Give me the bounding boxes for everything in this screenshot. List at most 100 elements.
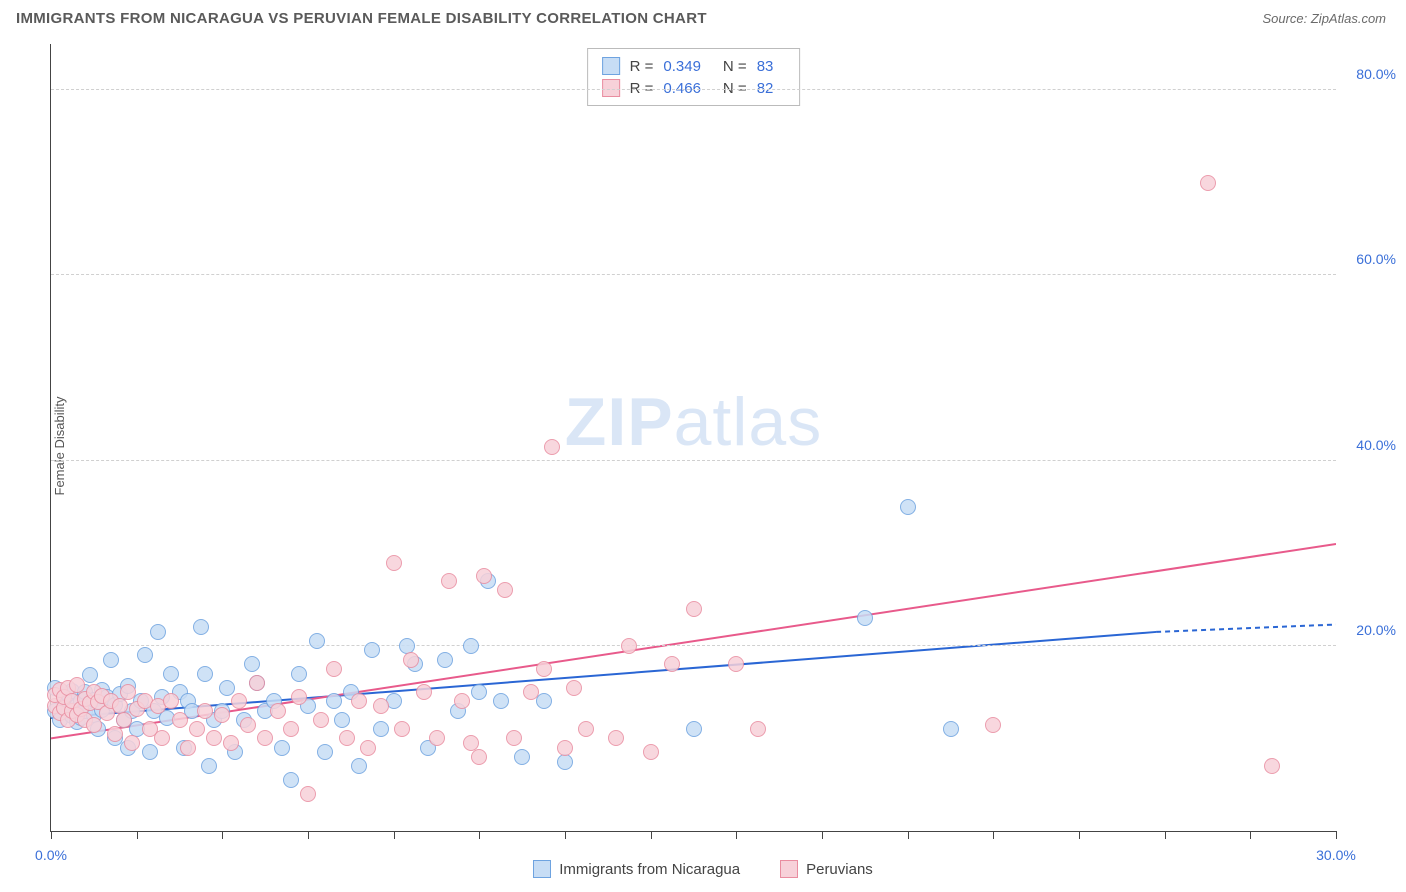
- scatter-point: [291, 689, 307, 705]
- x-tick: [822, 831, 823, 839]
- stats-row-series1: R =0.349 N =83: [602, 55, 786, 77]
- scatter-point: [536, 693, 552, 709]
- scatter-point: [206, 730, 222, 746]
- scatter-point: [270, 703, 286, 719]
- x-tick: [651, 831, 652, 839]
- scatter-point: [150, 624, 166, 640]
- scatter-point: [386, 555, 402, 571]
- scatter-point: [471, 684, 487, 700]
- scatter-point: [437, 652, 453, 668]
- chart-title: IMMIGRANTS FROM NICARAGUA VS PERUVIAN FE…: [16, 10, 707, 27]
- scatter-point: [985, 717, 1001, 733]
- stats-row-series2: R =0.466 N =82: [602, 77, 786, 99]
- scatter-point: [364, 642, 380, 658]
- scatter-point: [750, 721, 766, 737]
- gridline: [51, 645, 1336, 646]
- scatter-point: [900, 499, 916, 515]
- scatter-point: [257, 730, 273, 746]
- scatter-point: [429, 730, 445, 746]
- scatter-point: [197, 703, 213, 719]
- scatter-point: [193, 619, 209, 635]
- swatch-series2: [602, 79, 620, 97]
- scatter-point: [441, 573, 457, 589]
- x-tick: [308, 831, 309, 839]
- x-tick: [908, 831, 909, 839]
- legend-label-series2: Peruvians: [806, 861, 873, 878]
- source-label: Source: ZipAtlas.com: [1262, 11, 1386, 26]
- scatter-point: [857, 610, 873, 626]
- x-tick: [1250, 831, 1251, 839]
- x-tick: [1079, 831, 1080, 839]
- scatter-point: [163, 666, 179, 682]
- swatch-series2-bottom: [780, 860, 798, 878]
- stats-legend-box: R =0.349 N =83 R =0.466 N =82: [587, 48, 801, 106]
- scatter-point: [154, 730, 170, 746]
- x-tick: [137, 831, 138, 839]
- watermark: ZIPatlas: [565, 383, 822, 461]
- scatter-point: [313, 712, 329, 728]
- scatter-point: [249, 675, 265, 691]
- scatter-point: [373, 721, 389, 737]
- scatter-point: [536, 661, 552, 677]
- x-tick: [51, 831, 52, 839]
- legend-item-series1: Immigrants from Nicaragua: [533, 860, 740, 878]
- scatter-point: [172, 712, 188, 728]
- scatter-point: [566, 680, 582, 696]
- scatter-point: [107, 726, 123, 742]
- scatter-point: [244, 656, 260, 672]
- scatter-point: [231, 693, 247, 709]
- scatter-point: [142, 744, 158, 760]
- scatter-point: [664, 656, 680, 672]
- legend-label-series1: Immigrants from Nicaragua: [559, 861, 740, 878]
- scatter-point: [728, 656, 744, 672]
- x-tick: [1165, 831, 1166, 839]
- scatter-point: [360, 740, 376, 756]
- scatter-point: [201, 758, 217, 774]
- scatter-point: [326, 693, 342, 709]
- y-tick-label: 80.0%: [1356, 66, 1396, 82]
- scatter-point: [497, 582, 513, 598]
- scatter-point: [351, 758, 367, 774]
- scatter-point: [219, 680, 235, 696]
- scatter-point: [291, 666, 307, 682]
- scatter-point: [686, 601, 702, 617]
- scatter-point: [373, 698, 389, 714]
- scatter-point: [403, 652, 419, 668]
- scatter-point: [214, 707, 230, 723]
- gridline: [51, 274, 1336, 275]
- bottom-legend: Immigrants from Nicaragua Peruvians: [0, 860, 1406, 878]
- scatter-point: [283, 772, 299, 788]
- chart-area: ZIPatlas R =0.349 N =83 R =0.466 N =82 2…: [50, 44, 1336, 832]
- scatter-point: [334, 712, 350, 728]
- y-tick-label: 60.0%: [1356, 251, 1396, 267]
- scatter-point: [523, 684, 539, 700]
- scatter-point: [300, 786, 316, 802]
- scatter-point: [506, 730, 522, 746]
- scatter-point: [493, 693, 509, 709]
- scatter-point: [223, 735, 239, 751]
- scatter-point: [274, 740, 290, 756]
- x-tick: [394, 831, 395, 839]
- scatter-point: [943, 721, 959, 737]
- scatter-point: [339, 730, 355, 746]
- scatter-point: [608, 730, 624, 746]
- scatter-point: [120, 684, 136, 700]
- scatter-point: [471, 749, 487, 765]
- gridline: [51, 460, 1336, 461]
- scatter-point: [124, 735, 140, 751]
- scatter-point: [557, 754, 573, 770]
- scatter-point: [514, 749, 530, 765]
- scatter-point: [1200, 175, 1216, 191]
- y-tick-label: 20.0%: [1356, 622, 1396, 638]
- scatter-point: [557, 740, 573, 756]
- scatter-point: [578, 721, 594, 737]
- scatter-point: [463, 638, 479, 654]
- scatter-point: [309, 633, 325, 649]
- scatter-point: [476, 568, 492, 584]
- scatter-point: [317, 744, 333, 760]
- legend-item-series2: Peruvians: [780, 860, 873, 878]
- scatter-point: [351, 693, 367, 709]
- scatter-point: [240, 717, 256, 733]
- gridline: [51, 89, 1336, 90]
- scatter-point: [189, 721, 205, 737]
